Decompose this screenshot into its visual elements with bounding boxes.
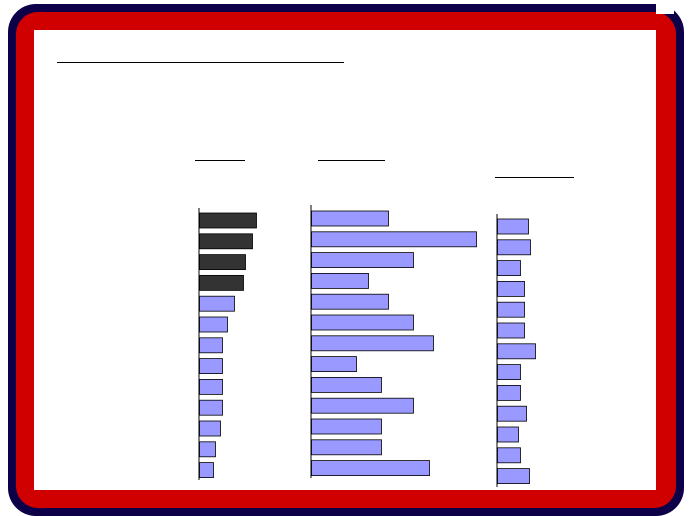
chart-1-bar-5 <box>199 295 235 312</box>
chart-2-bar-7 <box>311 335 434 352</box>
chart-3-bar-13 <box>497 468 530 485</box>
chart-1-bar-2 <box>199 233 253 250</box>
chart-3-bar-12 <box>497 447 521 464</box>
chart-3-bar-5 <box>497 301 525 318</box>
chart-2-bar-3 <box>311 252 414 269</box>
chart-1-bar-11 <box>199 420 221 437</box>
chart-1-bar-7 <box>199 337 223 354</box>
chart-2-bar-13 <box>311 460 430 477</box>
chart-2-bar-8 <box>311 356 357 373</box>
chart-2-bar-9 <box>311 376 382 393</box>
chart-2-bar-2 <box>311 231 477 248</box>
chart-1-header-underline <box>195 160 245 161</box>
chart-2-bar-1 <box>311 210 389 227</box>
chart-2-bar-4 <box>311 272 369 289</box>
chart-3-bar-11 <box>497 426 519 443</box>
chart-3-bar-7 <box>497 343 536 360</box>
chart-3-bar-2 <box>497 239 531 256</box>
chart-3-bar-8 <box>497 364 521 381</box>
frame-corner-notch <box>656 0 674 14</box>
chart-3-header-underline <box>495 177 574 178</box>
chart-3-bar-3 <box>497 260 521 277</box>
chart-1-bar-4 <box>199 274 244 291</box>
chart-3-bar-1 <box>497 218 529 235</box>
title-underline <box>57 62 344 63</box>
chart-2-bar-6 <box>311 314 414 331</box>
chart-1-bar-1 <box>199 212 257 229</box>
chart-3-bar-9 <box>497 384 521 401</box>
chart-1-bar-12 <box>199 441 216 458</box>
chart-1-bar-10 <box>199 399 223 416</box>
chart-1-bar-6 <box>199 316 228 333</box>
chart-3-bar-4 <box>497 280 525 297</box>
chart-2-bar-10 <box>311 397 414 414</box>
chart-3-bar-6 <box>497 322 525 339</box>
chart-1-bar-8 <box>199 358 223 375</box>
chart-1-bar-13 <box>199 462 214 479</box>
chart-2-bar-11 <box>311 418 382 435</box>
chart-1-bar-9 <box>199 378 223 395</box>
chart-2-bar-5 <box>311 293 389 310</box>
chart-2-header-underline <box>318 160 385 161</box>
chart-2-bar-12 <box>311 439 382 456</box>
chart-1-bar-3 <box>199 254 246 271</box>
chart-3-bar-10 <box>497 405 527 422</box>
